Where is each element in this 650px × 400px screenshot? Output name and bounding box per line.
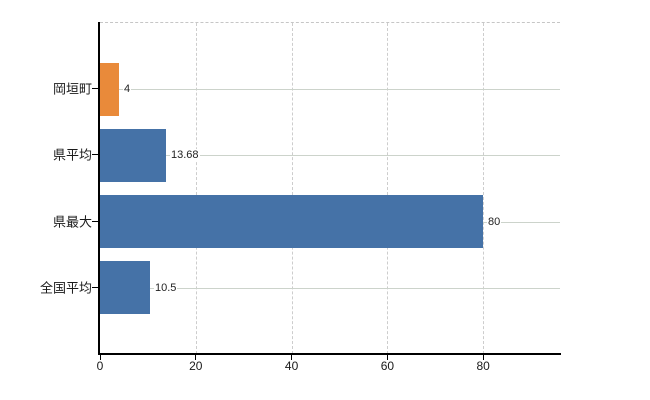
x-axis-tick [386,355,388,360]
bar-1 [100,63,119,116]
bar-value-label: 4 [123,83,132,95]
category-label: 県平均 [52,147,92,163]
bar-value-label: 13.68 [170,149,200,161]
x-axis-tick [99,355,101,360]
bar-value-label: 80 [487,216,502,228]
row-gridline [100,288,560,289]
x-axis-tick [482,355,484,360]
x-axis-tick-label: 20 [189,359,203,373]
vertical-gridline [196,23,197,354]
row-gridline [100,155,560,156]
category-label: 岡垣町 [52,81,92,97]
bar-2 [100,129,166,182]
x-axis-tick [195,355,197,360]
vertical-gridline [387,23,388,354]
plot-area: 4 13.68 80 10.5 [100,22,560,354]
category-label: 全国平均 [39,280,92,296]
x-axis-tick-label: 0 [96,359,104,373]
row-gridline [100,89,560,90]
bar-value-label: 10.5 [154,282,178,294]
y-axis-line [98,22,100,355]
bar-4 [100,261,150,314]
x-axis-tick-label: 40 [284,359,299,373]
y-axis-tick [92,154,99,155]
y-axis-tick [92,221,99,222]
y-axis-tick [92,287,99,288]
y-axis-tick [92,88,99,89]
x-axis-tick [291,355,293,360]
category-label: 県最大 [52,214,92,230]
bar-3 [100,195,483,248]
vertical-gridline [292,23,293,354]
x-axis-tick-label: 60 [380,359,395,373]
x-axis-tick-label: 80 [476,359,490,373]
vertical-gridline [483,23,484,354]
x-axis-line [98,353,561,355]
